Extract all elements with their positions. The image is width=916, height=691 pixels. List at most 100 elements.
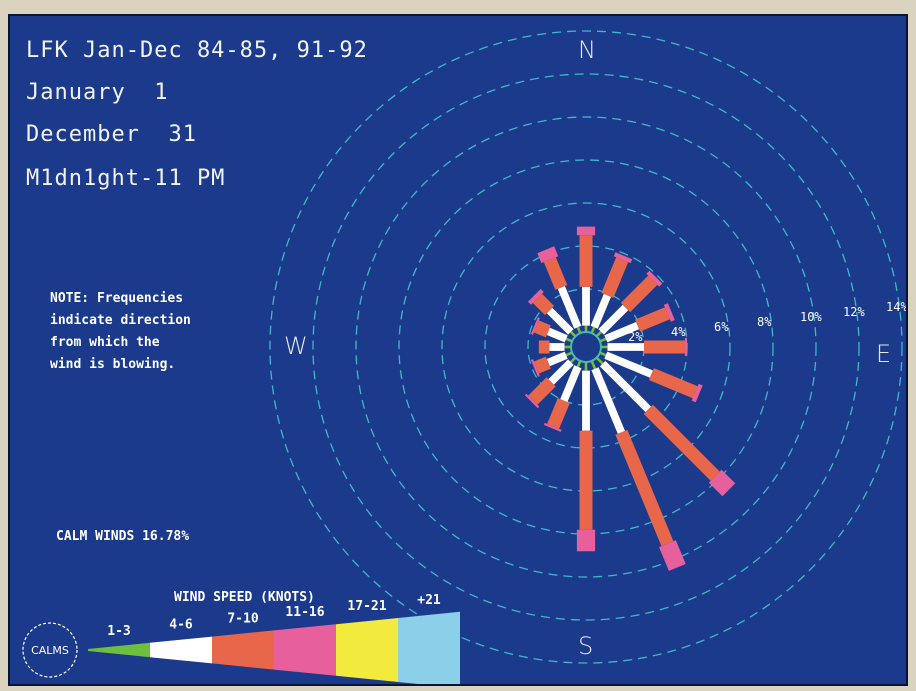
legend-label-4-6: 4-6 <box>169 618 193 633</box>
ring-label: 10% <box>800 310 822 324</box>
rose-segment-E-4-6 <box>607 343 644 351</box>
rose-segment-S-1-3 <box>584 362 588 371</box>
compass-north-label: N <box>578 36 596 64</box>
rose-segment-E-1-3 <box>601 345 608 349</box>
note-line-3: from which the <box>50 335 160 350</box>
rose-segment-ENE-4-6 <box>604 322 640 343</box>
rose-segment-W-7-10 <box>538 340 550 354</box>
rose-segment-ESE-1-3 <box>599 351 607 357</box>
rose-segment-SW-1-3 <box>569 356 577 364</box>
frequency-ring <box>269 30 903 664</box>
header-end-date: December 31 <box>26 122 197 147</box>
rose-segment-ENE-11-16 <box>663 303 675 322</box>
ring-label: 14% <box>886 300 908 314</box>
rose-segment-SSE-7-10 <box>615 429 674 547</box>
rose-segment-NNE-7-10 <box>601 257 629 298</box>
frequency-ring <box>355 116 817 578</box>
wind-rose-screen: LFK Jan-Dec 84-85, 91-92 January 1 Decem… <box>8 14 908 686</box>
rose-segment-SSE-11-16 <box>659 540 686 571</box>
rose-segment-N-7-10 <box>579 235 593 287</box>
rose-segment-NE-4-6 <box>598 304 629 335</box>
legend-label-17-21: 17-21 <box>347 599 386 614</box>
legend-title: WIND SPEED (KNOTS) <box>174 590 315 605</box>
rose-segment-NNW-11-16 <box>537 246 559 264</box>
rose-segment-SSW-4-6 <box>560 365 582 403</box>
rose-segment-NNE-11-16 <box>613 252 633 264</box>
note-line-4: wind is blowing. <box>50 357 176 372</box>
rose-segment-SW-4-6 <box>548 359 574 385</box>
rose-segment-NNE-1-3 <box>590 326 596 334</box>
calms-label: CALMS <box>31 644 69 657</box>
rose-segment-WNW-7-10 <box>533 320 551 338</box>
frequency-ring <box>312 73 860 621</box>
rose-segment-N-4-6 <box>582 286 590 326</box>
rose-segment-ESE-11-16 <box>691 383 703 403</box>
rose-segment-SSW-11-16 <box>543 422 562 432</box>
ring-label: 4% <box>671 325 686 339</box>
legend-swatch-11-16 <box>274 624 336 676</box>
rose-segment-SE-11-16 <box>708 469 736 497</box>
rose-segment-NNW-4-6 <box>557 286 582 329</box>
rose-segment-W-1-3 <box>564 345 571 349</box>
header-station-years: LFK Jan-Dec 84-85, 91-92 <box>26 38 368 63</box>
rose-segment-W-4-6 <box>549 343 565 351</box>
legend-label-1-3: 1-3 <box>107 624 130 639</box>
wind-rose-chart: 2% 4% 6% 8% 10% 12% 14% <box>269 30 908 664</box>
ring-label: 2% <box>628 330 643 344</box>
compass-west-label: W <box>284 332 308 360</box>
rose-segment-NW-7-10 <box>532 293 555 316</box>
legend-label-7-10: 7-10 <box>227 611 258 626</box>
rose-segment-WSW-4-6 <box>546 351 568 367</box>
rose-segment-WNW-1-3 <box>565 337 573 343</box>
rose-segment-S-4-6 <box>582 370 590 431</box>
rose-segment-SW-11-16 <box>524 393 540 409</box>
rose-segment-SSW-7-10 <box>547 398 570 429</box>
rose-segment-NE-11-16 <box>646 270 663 287</box>
rose-segment-ENE-7-10 <box>635 307 670 332</box>
rose-segment-NW-11-16 <box>527 288 544 305</box>
rose-segment-NNW-7-10 <box>543 257 568 290</box>
header-start-date: January 1 <box>26 80 169 105</box>
rose-segment-N-11-16 <box>576 226 596 236</box>
rose-segment-E-7-10 <box>644 340 685 354</box>
compass-east-label: E <box>876 340 892 368</box>
rose-segment-SE-7-10 <box>643 404 720 481</box>
legend-label-11-16: 11-16 <box>285 605 324 620</box>
rose-segment-SE-1-3 <box>595 356 604 365</box>
rose-segment-ESE-7-10 <box>649 368 698 399</box>
rose-segment-NE-7-10 <box>620 275 658 313</box>
rose-segment-WNW-4-6 <box>546 327 568 343</box>
calm-winds-text: CALM WINDS 16.78% <box>56 529 190 544</box>
compass-south-label: S <box>578 632 594 660</box>
ring-label: 12% <box>843 305 865 319</box>
legend-label-+21: +21 <box>417 593 441 608</box>
rose-segment-S-11-16 <box>576 529 596 552</box>
rose-segment-NE-1-3 <box>595 330 603 338</box>
rose-segment-WSW-1-3 <box>565 351 573 357</box>
wind-speed-legend: WIND SPEED (KNOTS) CALMS 1-3 4-6 7-10 11-16 17… <box>22 590 460 684</box>
rose-segment-WNW-11-16 <box>530 317 540 335</box>
rose-segment-SW-7-10 <box>528 377 556 405</box>
rose-segment-NNW-1-3 <box>576 326 582 334</box>
legend-swatch-17-21 <box>336 618 398 682</box>
legend-swatch-1-3 <box>88 642 150 658</box>
legend-swatch-4-6 <box>150 636 212 664</box>
rose-segment-NW-1-3 <box>569 330 577 338</box>
rose-segment-S-7-10 <box>579 430 593 530</box>
rose-segment-N-1-3 <box>584 325 588 332</box>
rose-segment-SSE-1-3 <box>590 360 597 370</box>
legend-swatch-7-10 <box>212 630 274 670</box>
rose-segment-ESE-4-6 <box>604 351 653 378</box>
legend-swatch-+21 <box>398 611 460 684</box>
ring-label: 8% <box>757 315 772 329</box>
calms-circle <box>22 622 78 678</box>
ring-label: 6% <box>714 320 729 334</box>
rose-segment-NNE-4-6 <box>590 293 611 329</box>
rose-segment-SSW-1-3 <box>576 360 582 368</box>
note-line-1: NOTE: Frequencies <box>50 291 184 306</box>
rose-segment-SE-4-6 <box>599 360 652 413</box>
rose-segment-WSW-7-10 <box>533 356 551 374</box>
rose-segment-WSW-11-16 <box>530 359 540 377</box>
rose-segment-E-11-16 <box>684 337 687 357</box>
note-line-2: indicate direction <box>50 313 191 328</box>
